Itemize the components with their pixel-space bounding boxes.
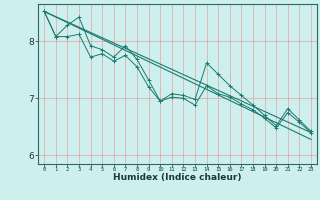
X-axis label: Humidex (Indice chaleur): Humidex (Indice chaleur) bbox=[113, 173, 242, 182]
